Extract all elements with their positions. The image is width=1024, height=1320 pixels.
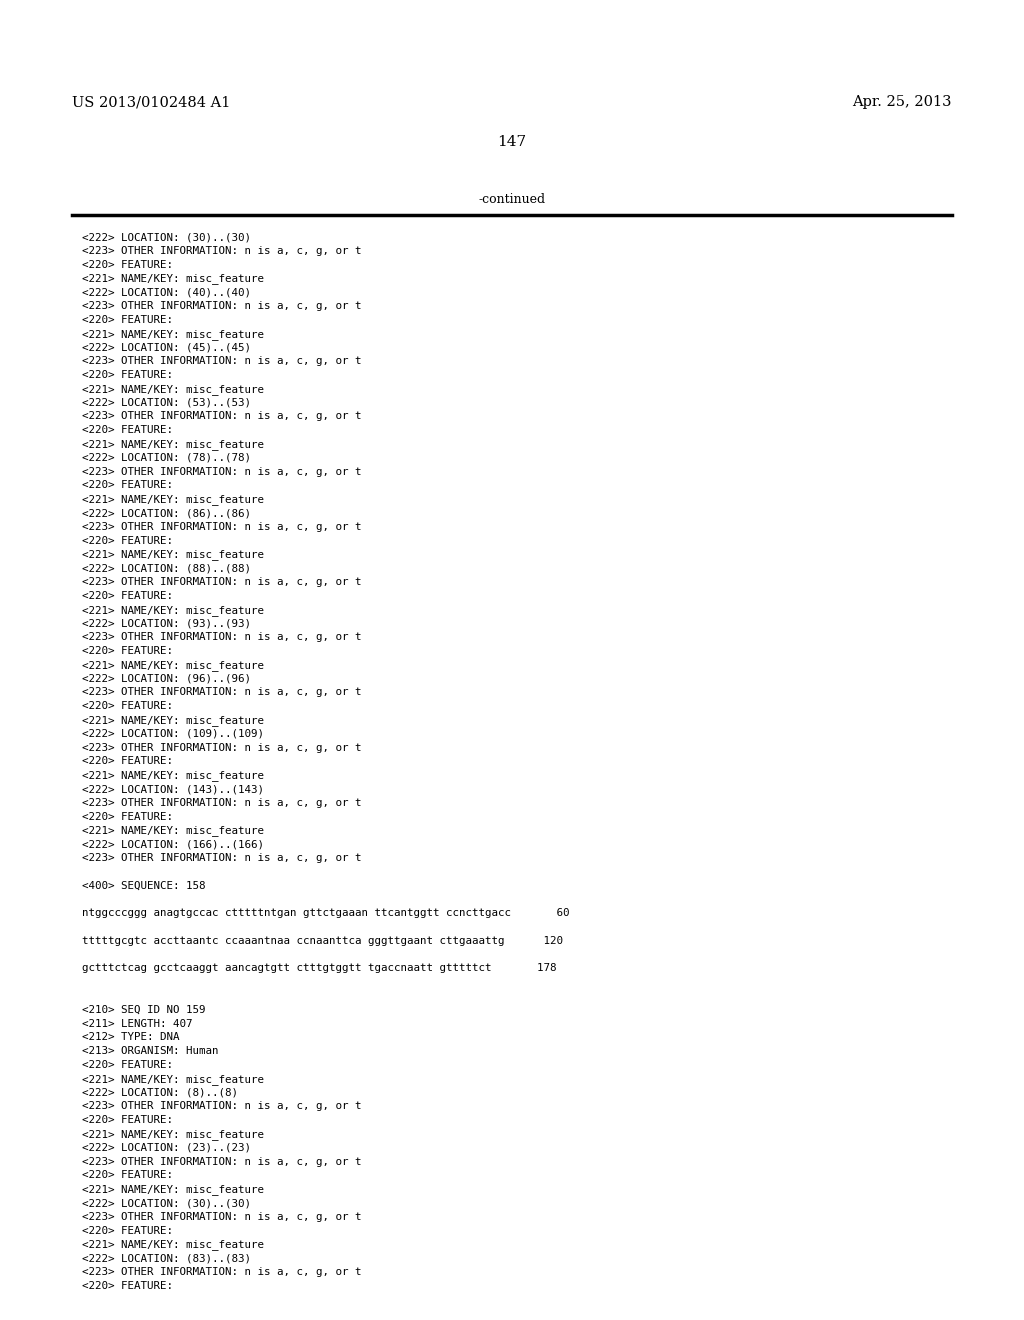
Text: <220> FEATURE:: <220> FEATURE: [82, 260, 173, 269]
Text: <223> OTHER INFORMATION: n is a, c, g, or t: <223> OTHER INFORMATION: n is a, c, g, o… [82, 246, 361, 256]
Text: <222> LOCATION: (88)..(88): <222> LOCATION: (88)..(88) [82, 564, 251, 573]
Text: <220> FEATURE:: <220> FEATURE: [82, 314, 173, 325]
Text: gctttctcag gcctcaaggt aancagtgtt ctttgtggtt tgaccnaatt gtttttct       178: gctttctcag gcctcaaggt aancagtgtt ctttgtg… [82, 964, 556, 973]
Text: <220> FEATURE:: <220> FEATURE: [82, 1115, 173, 1125]
Text: <221> NAME/KEY: misc_feature: <221> NAME/KEY: misc_feature [82, 825, 264, 837]
Text: <211> LENGTH: 407: <211> LENGTH: 407 [82, 1019, 193, 1028]
Text: <212> TYPE: DNA: <212> TYPE: DNA [82, 1032, 179, 1043]
Text: <400> SEQUENCE: 158: <400> SEQUENCE: 158 [82, 880, 206, 891]
Text: <221> NAME/KEY: misc_feature: <221> NAME/KEY: misc_feature [82, 1129, 264, 1140]
Text: <221> NAME/KEY: misc_feature: <221> NAME/KEY: misc_feature [82, 549, 264, 560]
Text: <220> FEATURE:: <220> FEATURE: [82, 370, 173, 380]
Text: US 2013/0102484 A1: US 2013/0102484 A1 [72, 95, 230, 110]
Text: <221> NAME/KEY: misc_feature: <221> NAME/KEY: misc_feature [82, 384, 264, 395]
Text: Apr. 25, 2013: Apr. 25, 2013 [853, 95, 952, 110]
Text: <222> LOCATION: (166)..(166): <222> LOCATION: (166)..(166) [82, 840, 264, 849]
Text: <223> OTHER INFORMATION: n is a, c, g, or t: <223> OTHER INFORMATION: n is a, c, g, o… [82, 1101, 361, 1111]
Text: <221> NAME/KEY: misc_feature: <221> NAME/KEY: misc_feature [82, 660, 264, 671]
Text: <222> LOCATION: (30)..(30): <222> LOCATION: (30)..(30) [82, 1199, 251, 1208]
Text: <222> LOCATION: (23)..(23): <222> LOCATION: (23)..(23) [82, 1143, 251, 1152]
Text: <223> OTHER INFORMATION: n is a, c, g, or t: <223> OTHER INFORMATION: n is a, c, g, o… [82, 1267, 361, 1276]
Text: <220> FEATURE:: <220> FEATURE: [82, 1280, 173, 1291]
Text: <223> OTHER INFORMATION: n is a, c, g, or t: <223> OTHER INFORMATION: n is a, c, g, o… [82, 412, 361, 421]
Text: <223> OTHER INFORMATION: n is a, c, g, or t: <223> OTHER INFORMATION: n is a, c, g, o… [82, 301, 361, 312]
Text: <220> FEATURE:: <220> FEATURE: [82, 645, 173, 656]
Text: <220> FEATURE:: <220> FEATURE: [82, 756, 173, 767]
Text: <220> FEATURE:: <220> FEATURE: [82, 701, 173, 711]
Text: <221> NAME/KEY: misc_feature: <221> NAME/KEY: misc_feature [82, 605, 264, 615]
Text: <222> LOCATION: (109)..(109): <222> LOCATION: (109)..(109) [82, 729, 264, 739]
Text: -continued: -continued [478, 193, 546, 206]
Text: <223> OTHER INFORMATION: n is a, c, g, or t: <223> OTHER INFORMATION: n is a, c, g, o… [82, 632, 361, 643]
Text: <222> LOCATION: (143)..(143): <222> LOCATION: (143)..(143) [82, 784, 264, 795]
Text: <222> LOCATION: (53)..(53): <222> LOCATION: (53)..(53) [82, 397, 251, 408]
Text: <222> LOCATION: (86)..(86): <222> LOCATION: (86)..(86) [82, 508, 251, 517]
Text: <223> OTHER INFORMATION: n is a, c, g, or t: <223> OTHER INFORMATION: n is a, c, g, o… [82, 1156, 361, 1167]
Text: <221> NAME/KEY: misc_feature: <221> NAME/KEY: misc_feature [82, 1184, 264, 1195]
Text: <221> NAME/KEY: misc_feature: <221> NAME/KEY: misc_feature [82, 1239, 264, 1250]
Text: <223> OTHER INFORMATION: n is a, c, g, or t: <223> OTHER INFORMATION: n is a, c, g, o… [82, 521, 361, 532]
Text: <220> FEATURE:: <220> FEATURE: [82, 425, 173, 436]
Text: <222> LOCATION: (96)..(96): <222> LOCATION: (96)..(96) [82, 673, 251, 684]
Text: <221> NAME/KEY: misc_feature: <221> NAME/KEY: misc_feature [82, 494, 264, 506]
Text: <221> NAME/KEY: misc_feature: <221> NAME/KEY: misc_feature [82, 273, 264, 284]
Text: <223> OTHER INFORMATION: n is a, c, g, or t: <223> OTHER INFORMATION: n is a, c, g, o… [82, 1212, 361, 1222]
Text: 147: 147 [498, 135, 526, 149]
Text: <220> FEATURE:: <220> FEATURE: [82, 536, 173, 545]
Text: <220> FEATURE:: <220> FEATURE: [82, 1171, 173, 1180]
Text: <223> OTHER INFORMATION: n is a, c, g, or t: <223> OTHER INFORMATION: n is a, c, g, o… [82, 743, 361, 752]
Text: <222> LOCATION: (30)..(30): <222> LOCATION: (30)..(30) [82, 232, 251, 242]
Text: <222> LOCATION: (78)..(78): <222> LOCATION: (78)..(78) [82, 453, 251, 463]
Text: <221> NAME/KEY: misc_feature: <221> NAME/KEY: misc_feature [82, 715, 264, 726]
Text: <221> NAME/KEY: misc_feature: <221> NAME/KEY: misc_feature [82, 440, 264, 450]
Text: <221> NAME/KEY: misc_feature: <221> NAME/KEY: misc_feature [82, 1073, 264, 1085]
Text: tttttgcgtc accttaantc ccaaantnaa ccnaanttca gggttgaant cttgaaattg      120: tttttgcgtc accttaantc ccaaantnaa ccnaant… [82, 936, 563, 946]
Text: <223> OTHER INFORMATION: n is a, c, g, or t: <223> OTHER INFORMATION: n is a, c, g, o… [82, 853, 361, 863]
Text: <222> LOCATION: (40)..(40): <222> LOCATION: (40)..(40) [82, 288, 251, 297]
Text: <222> LOCATION: (93)..(93): <222> LOCATION: (93)..(93) [82, 618, 251, 628]
Text: <222> LOCATION: (8)..(8): <222> LOCATION: (8)..(8) [82, 1088, 238, 1098]
Text: <223> OTHER INFORMATION: n is a, c, g, or t: <223> OTHER INFORMATION: n is a, c, g, o… [82, 356, 361, 366]
Text: <220> FEATURE:: <220> FEATURE: [82, 591, 173, 601]
Text: <221> NAME/KEY: misc_feature: <221> NAME/KEY: misc_feature [82, 770, 264, 781]
Text: <220> FEATURE:: <220> FEATURE: [82, 812, 173, 821]
Text: <220> FEATURE:: <220> FEATURE: [82, 1060, 173, 1071]
Text: <210> SEQ ID NO 159: <210> SEQ ID NO 159 [82, 1005, 206, 1015]
Text: <223> OTHER INFORMATION: n is a, c, g, or t: <223> OTHER INFORMATION: n is a, c, g, o… [82, 797, 361, 808]
Text: <223> OTHER INFORMATION: n is a, c, g, or t: <223> OTHER INFORMATION: n is a, c, g, o… [82, 688, 361, 697]
Text: <223> OTHER INFORMATION: n is a, c, g, or t: <223> OTHER INFORMATION: n is a, c, g, o… [82, 577, 361, 587]
Text: <220> FEATURE:: <220> FEATURE: [82, 480, 173, 491]
Text: <222> LOCATION: (83)..(83): <222> LOCATION: (83)..(83) [82, 1253, 251, 1263]
Text: <223> OTHER INFORMATION: n is a, c, g, or t: <223> OTHER INFORMATION: n is a, c, g, o… [82, 466, 361, 477]
Text: <222> LOCATION: (45)..(45): <222> LOCATION: (45)..(45) [82, 342, 251, 352]
Text: <220> FEATURE:: <220> FEATURE: [82, 1225, 173, 1236]
Text: <221> NAME/KEY: misc_feature: <221> NAME/KEY: misc_feature [82, 329, 264, 339]
Text: <213> ORGANISM: Human: <213> ORGANISM: Human [82, 1047, 218, 1056]
Text: ntggcccggg anagtgccac ctttttntgan gttctgaaan ttcantggtt ccncttgacc       60: ntggcccggg anagtgccac ctttttntgan gttctg… [82, 908, 569, 919]
